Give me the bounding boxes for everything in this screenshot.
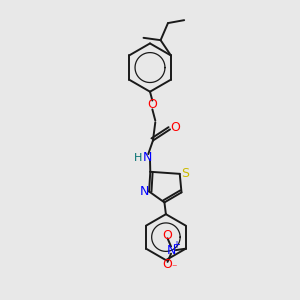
Text: N: N [140,185,149,198]
Text: O: O [163,229,172,242]
Text: S: S [181,167,189,180]
Text: O: O [170,122,180,134]
Text: H: H [134,153,142,163]
Text: N: N [167,244,176,256]
Text: ⁻: ⁻ [171,263,177,273]
Text: N: N [143,151,152,164]
Text: O: O [147,98,157,111]
Text: +: + [172,240,180,250]
Text: O: O [163,258,172,271]
